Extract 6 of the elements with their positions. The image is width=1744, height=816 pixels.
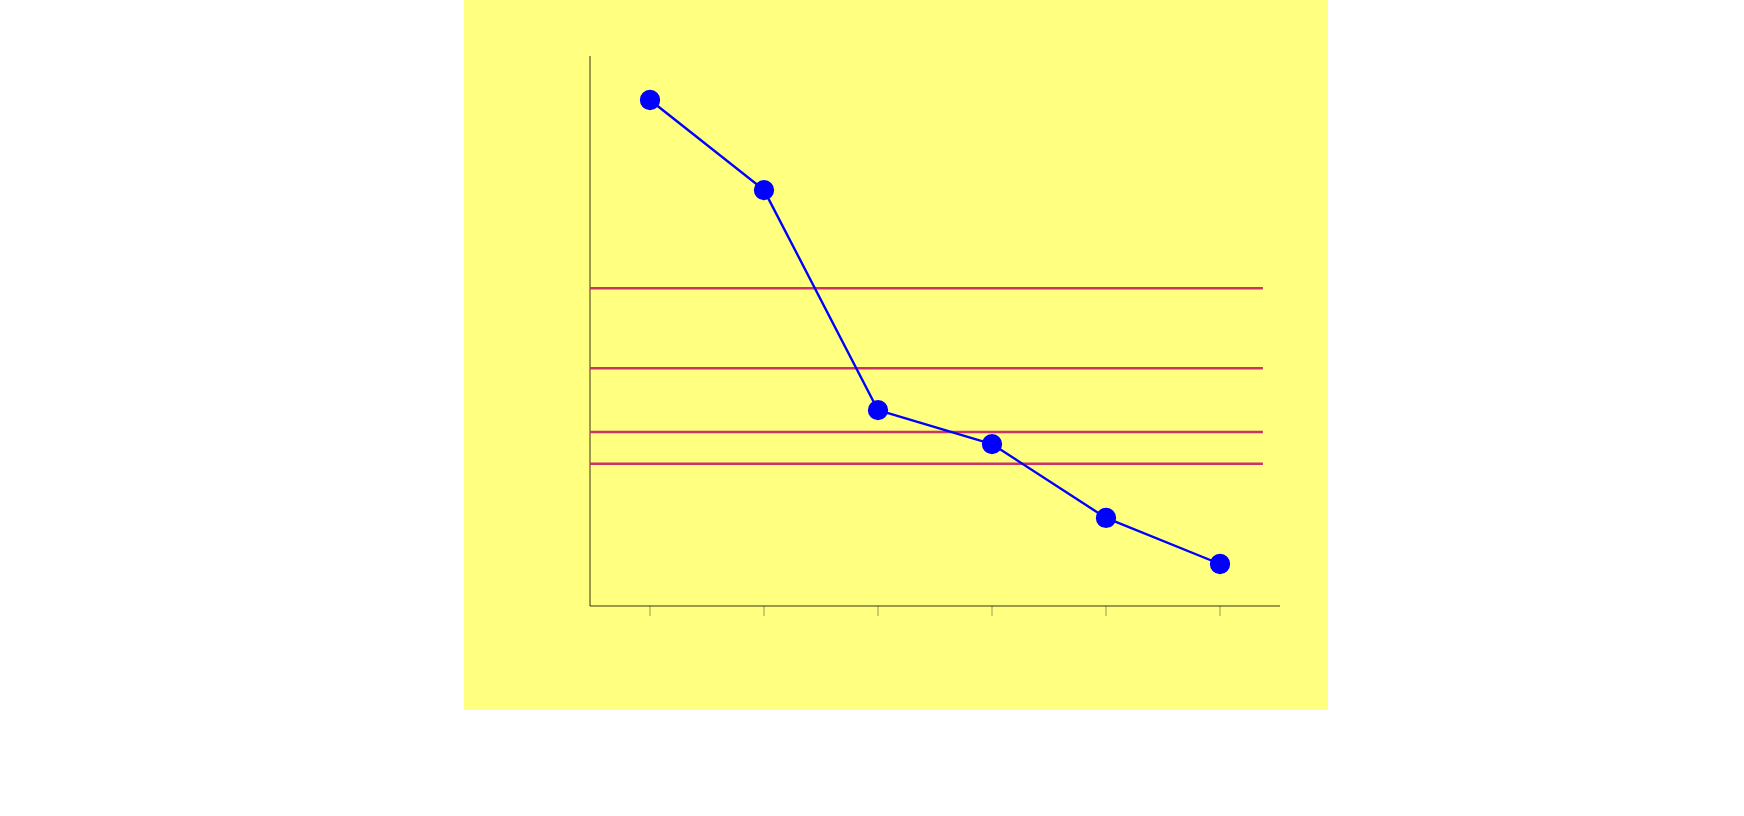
point <box>639 89 661 111</box>
point <box>1095 507 1117 529</box>
point <box>981 433 1003 455</box>
point <box>1209 553 1231 575</box>
point <box>753 179 775 201</box>
point <box>867 400 889 421</box>
